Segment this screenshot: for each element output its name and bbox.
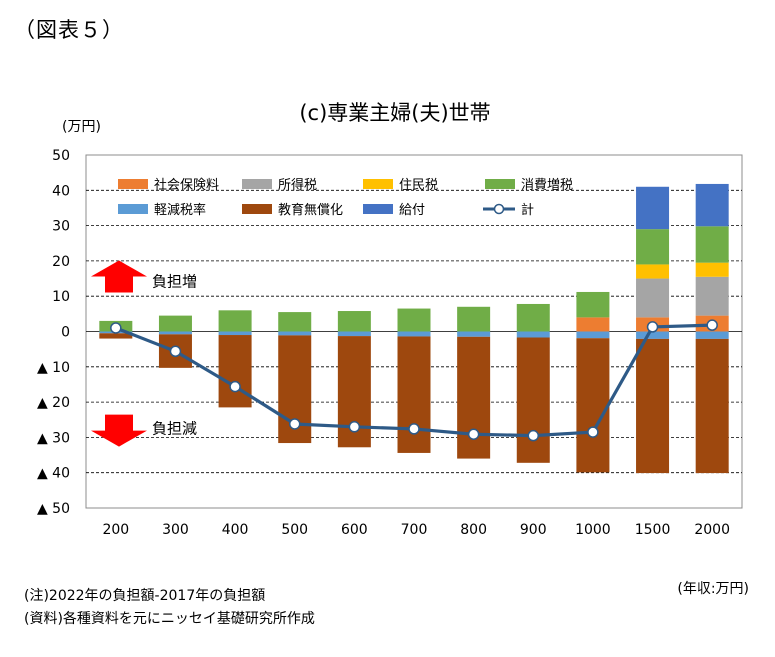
y-tick-label: 40 (52, 183, 70, 199)
legend-label: 軽減税率 (154, 202, 206, 218)
bar-segment (695, 331, 729, 339)
bar-segment (636, 229, 670, 265)
x-tick-label: 600 (341, 522, 368, 538)
x-tick-label: 500 (281, 522, 308, 538)
legend-label: 計 (521, 202, 534, 218)
bar-segment (457, 306, 491, 332)
legend-label: 給付 (399, 203, 425, 218)
bar-segment (695, 183, 729, 227)
annotation-label: 負担減 (152, 420, 197, 438)
total-point (169, 345, 182, 358)
legend-label: 教育無償化 (278, 202, 343, 218)
chart-title: (c)専業主婦(夫)世帯 (299, 101, 490, 125)
bar-segment (158, 315, 192, 332)
bar-segment (218, 335, 252, 408)
bar-segment (576, 331, 610, 339)
bar-segment (695, 338, 729, 474)
y-tick-label: 20 (52, 254, 70, 270)
bar-segment (278, 331, 312, 336)
y-tick-label: ▲ 30 (37, 430, 70, 446)
x-tick-label: 1500 (635, 522, 671, 538)
bar-segment (397, 308, 431, 332)
bar-segment (397, 331, 431, 337)
y-tick-label: 0 (61, 325, 70, 341)
legend-swatch (118, 179, 148, 189)
legend-marker (493, 203, 505, 215)
x-unit-label: (年収:万円) (677, 581, 749, 597)
source-text: (資料)各種資料を元にニッセイ基礎研究所作成 (24, 611, 315, 627)
bar-segment (457, 336, 491, 459)
total-point (110, 322, 122, 334)
bar-segment (278, 312, 312, 332)
up-arrow-icon (91, 260, 147, 293)
y-tick-label: ▲ 40 (37, 466, 70, 482)
x-tick-label: 1000 (575, 522, 611, 538)
bar-segment (576, 317, 610, 332)
bar-segment (337, 311, 371, 332)
down-arrow-icon (91, 414, 147, 447)
total-point (467, 428, 480, 440)
x-tick-label: 800 (460, 522, 487, 538)
bar-segment (397, 336, 431, 453)
legend-swatch (118, 204, 148, 214)
bar-segment (695, 276, 729, 316)
y-tick-label: ▲ 20 (37, 395, 70, 411)
x-tick-label: 2000 (694, 522, 730, 538)
x-tick-label: 900 (520, 522, 547, 538)
legend-swatch (242, 204, 272, 214)
y-tick-label: ▲ 50 (37, 501, 70, 517)
bar-segment (218, 310, 252, 332)
bar-segment (695, 262, 729, 277)
total-point (348, 421, 361, 433)
bar-segment (516, 303, 550, 332)
legend-swatch (485, 179, 515, 189)
legend-label: 社会保険料 (154, 177, 219, 193)
total-point (587, 426, 599, 438)
total-point (288, 418, 301, 430)
y-tick-label: 30 (52, 219, 70, 235)
x-tick-label: 700 (401, 522, 428, 538)
total-point (408, 423, 420, 435)
note-text: (注)2022年の負担額-2017年の負担額 (24, 588, 266, 604)
x-tick-label: 200 (102, 522, 129, 538)
bar-segment (457, 331, 491, 337)
bar-segment (516, 337, 550, 463)
bar-segment (636, 264, 670, 279)
total-point (527, 429, 540, 442)
y-tick-label: 10 (52, 289, 70, 305)
bar-segment (636, 186, 670, 230)
bar-segment (99, 333, 133, 339)
legend-label: 消費増税 (521, 178, 573, 193)
bar-segment (636, 331, 670, 339)
bar-segment (636, 338, 670, 474)
bar-segment (516, 331, 550, 338)
bar-segment (158, 331, 192, 335)
y-tick-label: ▲ 10 (37, 360, 70, 376)
total-point (646, 321, 659, 333)
annotation-label: 負担増 (152, 273, 197, 291)
legend-swatch (242, 179, 272, 189)
legend-label: 住民税 (399, 178, 438, 193)
bar-segment (576, 291, 610, 318)
bar-segment (218, 331, 252, 336)
bar-segment (576, 338, 610, 473)
legend-swatch (363, 179, 393, 189)
x-tick-label: 400 (222, 522, 249, 538)
x-tick-label: 300 (162, 522, 189, 538)
y-axis-label: (万円) (62, 119, 101, 135)
total-point (229, 380, 241, 393)
bar-segment (337, 331, 371, 337)
legend-swatch (363, 204, 393, 214)
y-tick-label: 50 (52, 148, 70, 164)
legend-label: 所得税 (278, 177, 317, 193)
bar-segment (636, 278, 670, 318)
figure-label: （図表５） (14, 18, 124, 42)
bar-segment (695, 226, 729, 263)
total-point (706, 319, 718, 331)
